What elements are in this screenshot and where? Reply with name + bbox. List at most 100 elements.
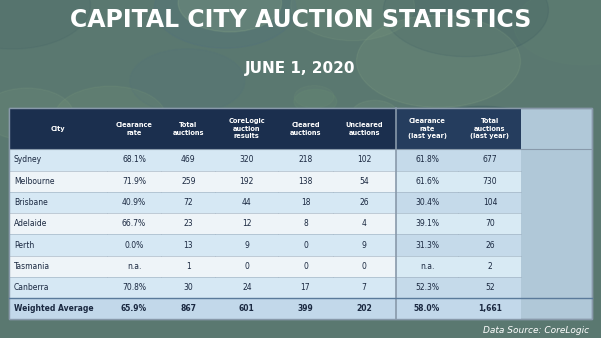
Bar bbox=[215, 298, 278, 319]
Text: 0.0%: 0.0% bbox=[124, 241, 144, 249]
Text: 66.7%: 66.7% bbox=[122, 219, 146, 228]
Text: 30: 30 bbox=[183, 283, 193, 292]
Circle shape bbox=[13, 114, 174, 204]
Text: 7: 7 bbox=[362, 283, 367, 292]
Bar bbox=[161, 256, 215, 277]
Bar bbox=[215, 192, 278, 213]
Bar bbox=[459, 256, 522, 277]
Bar bbox=[332, 108, 395, 149]
Text: 71.9%: 71.9% bbox=[122, 177, 146, 186]
Text: CoreLogic
auction
results: CoreLogic auction results bbox=[228, 118, 265, 139]
Bar bbox=[9, 234, 107, 256]
Bar bbox=[395, 234, 459, 256]
Text: 70: 70 bbox=[485, 219, 495, 228]
Text: 52.3%: 52.3% bbox=[415, 283, 439, 292]
Bar bbox=[107, 108, 161, 149]
Circle shape bbox=[154, 0, 296, 48]
Bar bbox=[161, 108, 215, 149]
Text: 0: 0 bbox=[245, 262, 249, 271]
Text: Canberra: Canberra bbox=[14, 283, 49, 292]
Bar bbox=[215, 277, 278, 298]
Bar bbox=[9, 171, 107, 192]
Circle shape bbox=[214, 116, 381, 210]
Bar bbox=[459, 234, 522, 256]
Bar bbox=[395, 192, 459, 213]
Bar bbox=[107, 234, 161, 256]
Bar bbox=[161, 298, 215, 319]
Bar bbox=[9, 298, 107, 319]
Bar bbox=[332, 213, 395, 234]
Bar bbox=[107, 256, 161, 277]
Bar bbox=[391, 152, 601, 338]
Circle shape bbox=[514, 0, 601, 65]
Bar bbox=[278, 192, 332, 213]
Text: 72: 72 bbox=[183, 198, 193, 207]
Text: 30.4%: 30.4% bbox=[415, 198, 439, 207]
Bar bbox=[395, 108, 459, 149]
Bar bbox=[459, 298, 522, 319]
Text: Perth: Perth bbox=[14, 241, 34, 249]
Text: 0: 0 bbox=[362, 262, 367, 271]
Text: Clearance
rate
(last year): Clearance rate (last year) bbox=[407, 118, 447, 139]
Text: City: City bbox=[50, 126, 66, 132]
Text: 0: 0 bbox=[303, 262, 308, 271]
Text: Total
auctions
(last year): Total auctions (last year) bbox=[471, 118, 510, 139]
Text: 31.3%: 31.3% bbox=[415, 241, 439, 249]
Bar bbox=[9, 256, 107, 277]
Bar bbox=[395, 277, 459, 298]
Bar bbox=[278, 171, 332, 192]
Bar bbox=[9, 192, 107, 213]
Bar bbox=[332, 149, 395, 171]
Text: Data Source: CoreLogic: Data Source: CoreLogic bbox=[483, 325, 589, 335]
Text: 61.6%: 61.6% bbox=[415, 177, 439, 186]
Bar bbox=[459, 192, 522, 213]
Bar bbox=[215, 234, 278, 256]
Bar bbox=[0, 152, 210, 338]
Bar bbox=[161, 277, 215, 298]
Text: CAPITAL CITY AUCTION STATISTICS: CAPITAL CITY AUCTION STATISTICS bbox=[70, 8, 531, 32]
Text: JUNE 1, 2020: JUNE 1, 2020 bbox=[245, 61, 356, 76]
Text: Melbourne: Melbourne bbox=[14, 177, 54, 186]
Bar bbox=[332, 277, 395, 298]
Text: 730: 730 bbox=[483, 177, 497, 186]
Text: 65.9%: 65.9% bbox=[121, 304, 147, 313]
Bar bbox=[332, 171, 395, 192]
Bar bbox=[278, 256, 332, 277]
Bar bbox=[278, 298, 332, 319]
Bar bbox=[161, 213, 215, 234]
Text: 23: 23 bbox=[183, 219, 193, 228]
Text: 44: 44 bbox=[242, 198, 252, 207]
Circle shape bbox=[383, 0, 549, 57]
Bar bbox=[107, 298, 161, 319]
Bar bbox=[107, 171, 161, 192]
Text: 399: 399 bbox=[297, 304, 313, 313]
Bar bbox=[161, 149, 215, 171]
Text: 218: 218 bbox=[298, 155, 313, 165]
Circle shape bbox=[291, 0, 415, 41]
Bar bbox=[459, 213, 522, 234]
Bar bbox=[459, 277, 522, 298]
Text: 469: 469 bbox=[181, 155, 195, 165]
Text: n.a.: n.a. bbox=[127, 262, 141, 271]
Text: 102: 102 bbox=[357, 155, 371, 165]
Bar bbox=[161, 192, 215, 213]
Text: 192: 192 bbox=[240, 177, 254, 186]
Circle shape bbox=[185, 118, 357, 215]
Bar bbox=[9, 108, 592, 319]
Circle shape bbox=[294, 86, 334, 108]
Text: 2: 2 bbox=[487, 262, 492, 271]
Text: 601: 601 bbox=[239, 304, 255, 313]
Bar bbox=[459, 108, 522, 149]
Text: 9: 9 bbox=[362, 241, 367, 249]
Bar bbox=[9, 108, 592, 319]
Bar bbox=[161, 234, 215, 256]
Text: 18: 18 bbox=[300, 198, 310, 207]
Bar bbox=[395, 256, 459, 277]
Bar bbox=[395, 149, 459, 171]
Text: 9: 9 bbox=[245, 241, 249, 249]
Bar bbox=[9, 108, 107, 149]
Text: 1: 1 bbox=[186, 262, 191, 271]
Text: 677: 677 bbox=[483, 155, 497, 165]
Text: 54: 54 bbox=[359, 177, 369, 186]
Text: 12: 12 bbox=[242, 219, 252, 228]
